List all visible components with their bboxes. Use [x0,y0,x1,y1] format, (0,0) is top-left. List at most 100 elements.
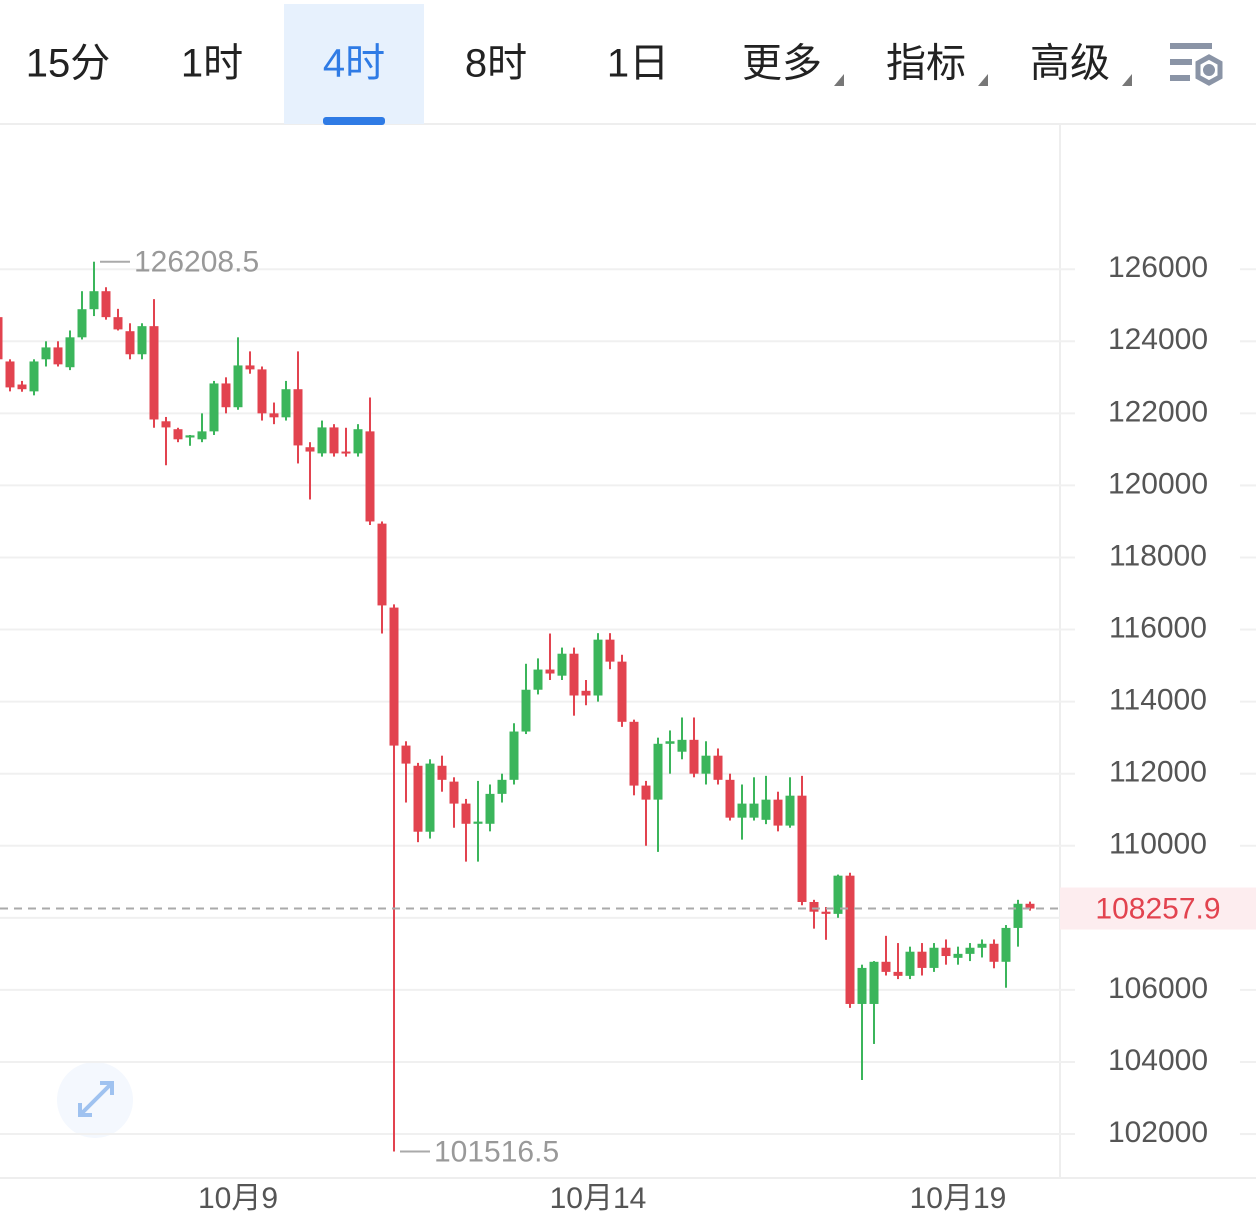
candle-body [413,765,423,832]
candle-body [389,607,399,746]
candle-body [29,361,39,392]
candle-body [53,347,63,365]
candle-body [1001,927,1011,962]
candle-body [209,383,219,432]
candle-body [41,347,51,360]
active-tab-indicator [323,117,385,125]
y-tick-label: 118000 [1109,539,1207,572]
candle-body [905,951,915,976]
tab[interactable]: 1日 [607,42,669,86]
candle-body [701,755,711,774]
dropdown-arrow [834,74,844,86]
candle-body [941,947,951,957]
candle-body [509,731,519,780]
settings-icon[interactable] [1170,43,1223,86]
tab[interactable]: 1时 [181,42,243,86]
candle-body [881,961,891,972]
candle-body [629,721,639,786]
candle-body [569,653,579,696]
candle-body [737,803,747,818]
candle-body [845,875,855,1004]
y-tick-label: 120000 [1108,467,1208,500]
candle-body [377,523,387,606]
candle-body [485,793,495,824]
x-tick-label: 10月9 [198,1182,278,1215]
tab[interactable]: 8时 [465,42,527,86]
candle-body [833,875,843,914]
candle-body [1013,903,1023,928]
candle-body [125,331,135,355]
candle-body [137,326,147,355]
tab[interactable]: 更多 [742,42,822,86]
y-tick-label: 110000 [1109,828,1207,861]
candle-body [617,661,627,722]
candle-body [437,765,447,780]
candle-body [965,947,975,954]
candle-body [557,653,567,676]
candle-body [1025,903,1035,909]
candle-body [581,690,591,696]
y-tick-label: 114000 [1109,684,1207,717]
candle-body [425,763,435,832]
expand-button[interactable] [57,1062,133,1138]
candle-body [185,435,195,438]
candle-body [233,365,243,408]
candle-body [113,317,123,330]
candle-body [989,943,999,962]
tab[interactable]: 高级 [1030,42,1110,86]
candle-body [821,911,831,914]
candle-body [197,431,207,440]
candle-body [89,291,99,310]
candle-body [857,967,867,1004]
candle-body [773,799,783,826]
candle-body [461,803,471,824]
candle-body [725,779,735,818]
dropdown-arrow [1122,74,1132,86]
candle-body [281,389,291,418]
candle-body [689,739,699,774]
candle-body [329,427,339,454]
candle-body [305,447,315,452]
candle-body [797,795,807,902]
candle-body [341,451,351,454]
candle-body [17,384,27,390]
candle-body [665,741,675,744]
candle-body [641,785,651,800]
candle-body [533,669,543,690]
candle-body [257,369,267,414]
candle-body [317,427,327,454]
x-tick-label: 10月14 [550,1182,647,1215]
candle-body [713,755,723,780]
candle-body [521,689,531,732]
candle-body [497,779,507,794]
candle-body [0,317,3,360]
candle-body [893,971,903,976]
candle-body [161,421,171,428]
candle-body [221,383,231,408]
candle-body [869,961,879,1004]
last-price-label: 108257.9 [1095,892,1220,925]
high-label: 126208.5 [134,246,259,279]
candle-body [917,951,927,968]
x-tick-label: 10月19 [910,1182,1007,1215]
active-tab-bg [284,4,424,124]
candle-body [473,821,483,824]
candle-body [5,361,15,388]
candle-body [977,943,987,948]
tab[interactable]: 指标 [886,42,966,86]
dropdown-arrow [978,74,988,86]
candle-body [785,795,795,826]
candle-body [545,669,555,674]
last-price-bg [1060,887,1256,930]
tab[interactable]: 4时 [323,42,385,86]
y-tick-label: 116000 [1109,611,1207,644]
candle-body [605,639,615,662]
candle-body [365,431,375,522]
candle-body [449,781,459,804]
y-tick-label: 102000 [1108,1116,1208,1149]
candle-body [749,803,759,818]
tab[interactable]: 15分 [26,42,111,86]
candle-body [101,291,111,318]
